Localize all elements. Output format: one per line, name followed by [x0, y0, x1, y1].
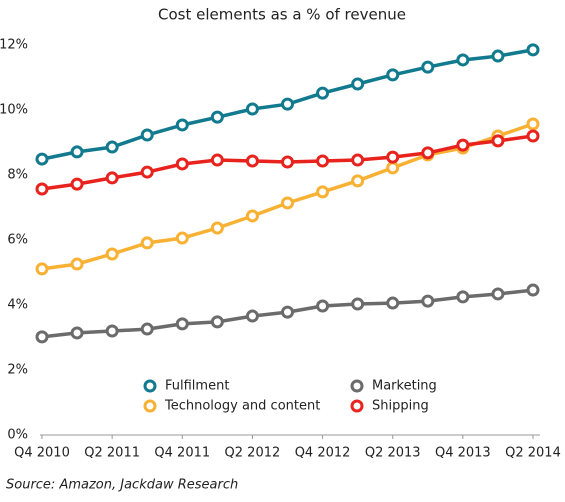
data-point	[35, 182, 49, 196]
data-point	[316, 299, 330, 313]
legend-marker	[143, 379, 157, 393]
data-point	[281, 155, 294, 169]
data-point	[456, 290, 470, 304]
source: Source: Amazon, Jackdaw Research	[6, 478, 238, 493]
x-tick-label: Q4 2010	[14, 446, 70, 461]
legend-label: Technology and content	[164, 399, 320, 414]
x-tick-label: Q2 2011	[84, 446, 140, 461]
y-tick-label: 0%	[7, 428, 28, 443]
legend-label: Fulfilment	[165, 379, 229, 394]
data-point	[351, 77, 365, 91]
data-point	[35, 330, 49, 344]
data-point	[421, 146, 435, 160]
y-tick-label: 8%	[7, 168, 28, 183]
data-point	[351, 174, 365, 188]
data-point	[316, 185, 330, 199]
data-point	[491, 49, 505, 63]
legend-label: Marketing	[372, 379, 437, 394]
data-point	[70, 145, 84, 159]
legend-marker	[143, 399, 157, 413]
data-point	[386, 296, 400, 310]
data-point	[105, 140, 119, 154]
data-point	[105, 171, 119, 185]
data-point	[456, 53, 470, 67]
data-point	[351, 297, 365, 311]
data-point	[210, 221, 224, 235]
x-tick-label: Q2 2013	[365, 446, 421, 461]
data-point	[316, 154, 330, 168]
legend-marker	[350, 379, 364, 393]
data-point	[351, 153, 365, 167]
data-point	[70, 326, 84, 340]
data-point	[210, 153, 224, 167]
data-point	[491, 134, 505, 148]
data-point	[316, 86, 330, 100]
data-point	[175, 118, 189, 132]
data-point	[456, 138, 470, 152]
data-point	[421, 60, 435, 74]
data-point	[210, 315, 224, 329]
x-tick-label: Q4 2012	[295, 446, 351, 461]
data-point	[526, 283, 540, 297]
data-point	[491, 287, 505, 301]
data-point	[421, 294, 435, 308]
data-point	[140, 236, 154, 250]
data-point	[386, 68, 400, 82]
data-point	[70, 257, 84, 271]
data-point	[175, 231, 189, 245]
x-tick-label: Q4 2013	[435, 446, 491, 461]
data-point	[35, 152, 49, 166]
y-tick-label: 6%	[7, 233, 28, 248]
data-point	[526, 117, 540, 131]
data-point	[245, 209, 259, 223]
data-point	[281, 196, 294, 210]
y-tick-label: 4%	[7, 298, 28, 313]
data-point	[526, 129, 540, 143]
data-point	[35, 262, 49, 276]
data-point	[386, 161, 400, 175]
data-point	[526, 43, 540, 57]
data-point	[140, 322, 154, 336]
data-point	[70, 177, 84, 191]
x-tick-label: Q2 2012	[225, 446, 281, 461]
data-point	[105, 324, 119, 338]
data-point	[105, 247, 119, 261]
x-tick-label: Q2 2014	[505, 446, 561, 461]
data-point	[245, 102, 259, 116]
y-tick-label: 12%	[0, 38, 28, 53]
data-point	[281, 97, 294, 111]
data-point	[245, 154, 259, 168]
legend-marker	[350, 399, 364, 413]
data-point	[281, 305, 294, 319]
data-point	[175, 317, 189, 331]
data-point	[140, 165, 154, 179]
y-tick-label: 10%	[0, 103, 28, 118]
data-point	[386, 150, 400, 164]
legend-label: Shipping	[372, 399, 429, 414]
y-tick-label: 2%	[7, 363, 28, 378]
data-point	[140, 128, 154, 142]
data-point	[210, 110, 224, 124]
data-point	[245, 309, 259, 323]
x-tick-label: Q4 2011	[154, 446, 210, 461]
data-point	[175, 157, 189, 171]
chart-title: Cost elements as a % of revenue	[158, 6, 406, 24]
